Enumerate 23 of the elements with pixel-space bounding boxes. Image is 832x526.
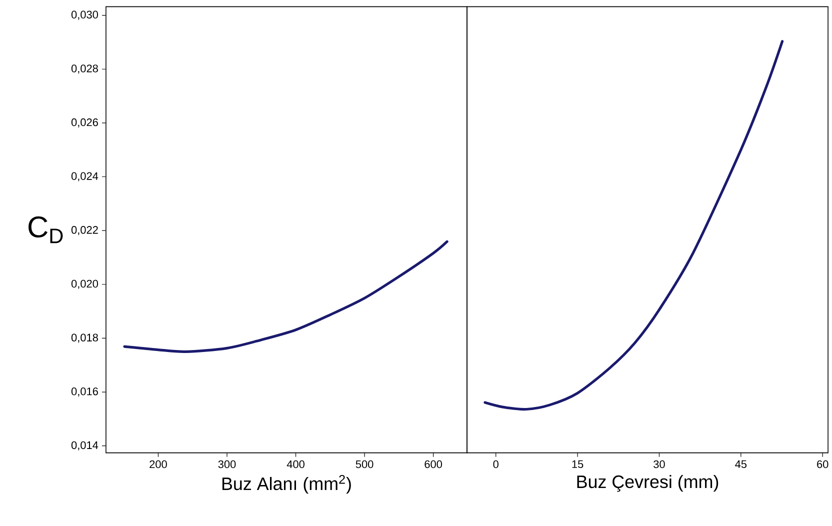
line-series <box>123 240 448 354</box>
y-tick-label: 0,018 <box>71 334 98 343</box>
x-tick-label: 30 <box>654 460 665 468</box>
x-tick-label: 15 <box>572 460 584 468</box>
x-axis-title: Buz Çevresi (mm) <box>577 475 718 492</box>
y-tick-label: 0,016 <box>71 388 98 397</box>
y-tick-label: 0,024 <box>71 172 98 182</box>
x-tick-label: 600 <box>424 460 442 468</box>
y-tick-label: 0,022 <box>71 226 98 236</box>
x-tick-label: 500 <box>356 460 374 468</box>
y-tick-label: 0,030 <box>71 10 98 20</box>
y-axis-title: C$_{D}$ <box>28 216 63 244</box>
x-tick-label: 400 <box>286 460 304 468</box>
y-tick-label: 0,014 <box>71 441 98 450</box>
x-axis-title: Buz Alanı (mm$^{2}$) <box>222 475 351 494</box>
y-tick-label: 0,026 <box>71 118 98 128</box>
x-tick-label: 200 <box>150 460 167 468</box>
y-tick-label: 0,020 <box>71 280 98 290</box>
x-tick-label: 45 <box>735 460 747 468</box>
x-tick-label: 300 <box>218 460 236 468</box>
x-tick-label: 0 <box>493 460 498 468</box>
y-tick-label: 0,028 <box>71 64 98 74</box>
x-tick-label: 60 <box>817 460 828 468</box>
